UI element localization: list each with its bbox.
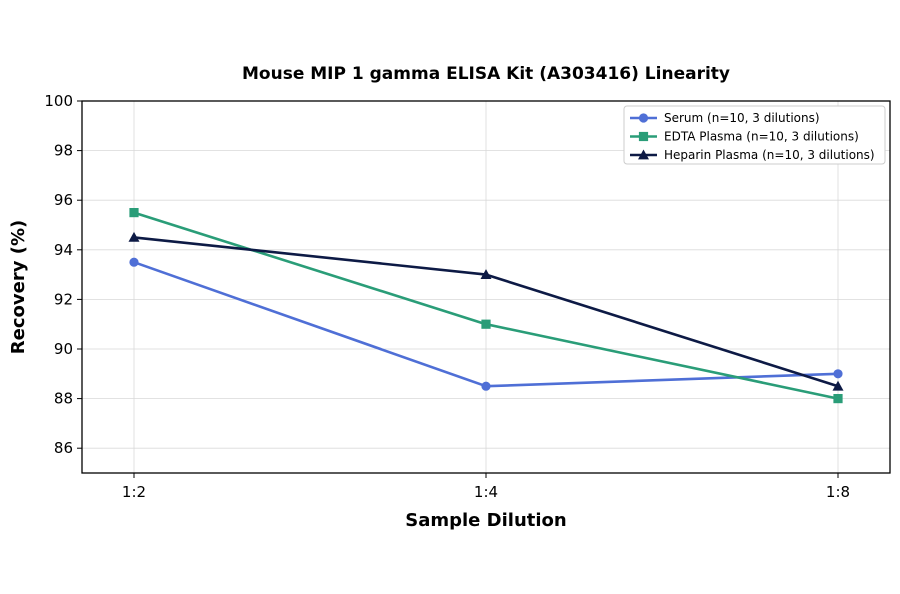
chart-title: Mouse MIP 1 gamma ELISA Kit (A303416) Li… xyxy=(242,64,730,84)
x-tick-label: 1:2 xyxy=(122,483,146,501)
legend: Serum (n=10, 3 dilutions) EDTA Plasma (n=… xyxy=(623,105,886,165)
legend-label: Serum (n=10, 3 dilutions) xyxy=(664,111,820,125)
data-point xyxy=(481,381,491,391)
data-point xyxy=(833,369,843,379)
y-tick-label: 90 xyxy=(54,340,73,358)
data-point xyxy=(832,380,844,391)
x-tick-label: 1:4 xyxy=(474,483,498,501)
legend-marker xyxy=(638,149,649,160)
legend-label: EDTA Plasma (n=10, 3 dilutions) xyxy=(664,130,859,144)
data-point xyxy=(833,394,843,404)
data-point xyxy=(128,231,140,242)
series-layer xyxy=(128,208,844,404)
x-axis-label: Sample Dilution xyxy=(405,510,566,531)
legend-entry: EDTA Plasma (n=10, 3 dilutions) xyxy=(630,130,859,144)
x-tick-label: 1:8 xyxy=(826,483,850,501)
data-point xyxy=(480,269,492,279)
y-tick-label: 94 xyxy=(54,241,73,259)
y-tick-label: 92 xyxy=(54,290,73,308)
y-tick-label: 88 xyxy=(54,390,73,408)
y-axis-ticks: 86 88 90 92 94 96 98 100 xyxy=(44,92,82,457)
data-point xyxy=(129,208,139,218)
y-tick-label: 96 xyxy=(54,191,73,209)
y-axis-label: Recovery (%) xyxy=(8,220,29,354)
y-tick-label: 100 xyxy=(44,92,73,110)
series-circle xyxy=(129,257,843,391)
legend-marker xyxy=(638,113,649,123)
legend-entry: Serum (n=10, 3 dilutions) xyxy=(630,111,820,125)
legend-marker xyxy=(638,131,649,142)
x-axis-ticks: 1:2 1:4 1:8 xyxy=(122,473,850,501)
legend-entry: Heparin Plasma (n=10, 3 dilutions) xyxy=(630,148,875,162)
data-point xyxy=(481,319,491,329)
legend-box xyxy=(623,105,886,165)
data-point xyxy=(129,257,139,267)
y-tick-label: 86 xyxy=(54,439,73,457)
y-tick-label: 98 xyxy=(54,142,73,160)
series-triangle xyxy=(128,231,844,391)
legend-label: Heparin Plasma (n=10, 3 dilutions) xyxy=(664,148,875,162)
